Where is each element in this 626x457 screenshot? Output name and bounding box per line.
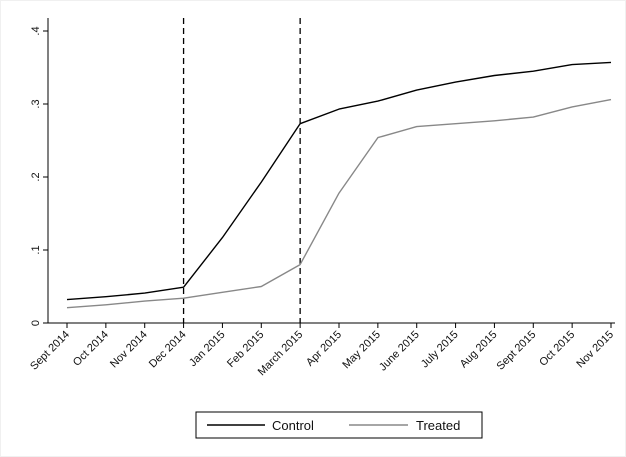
y-tick-label: 0	[30, 320, 42, 326]
x-tick-label: Sept 2014	[28, 329, 72, 373]
x-tick-label: June 2015	[377, 329, 422, 374]
x-tick-label: Sept 2015	[494, 329, 538, 373]
x-tick-label: Jan 2015	[187, 329, 227, 369]
event-lines	[182, 18, 301, 323]
y-tick-labels: 0 .1 .2 .3 .4	[30, 26, 42, 326]
x-tick-label: Nov 2015	[574, 329, 616, 371]
x-tick-label: Oct 2015	[537, 329, 577, 369]
x-tick-label: Nov 2014	[108, 329, 150, 371]
y-tick-label: .4	[30, 26, 42, 35]
series-lines	[66, 61, 612, 309]
y-tick-label: .3	[30, 99, 42, 108]
series-line-control	[66, 61, 612, 301]
y-tick-label: .1	[30, 245, 42, 254]
legend-label-treated: Treated	[416, 418, 460, 433]
x-tick-label: July 2015	[419, 329, 461, 371]
legend: Control Treated	[195, 411, 483, 439]
x-tick-label: Oct 2014	[71, 329, 111, 369]
x-tick-label: Feb 2015	[225, 329, 266, 370]
x-tick-label: Dec 2014	[147, 329, 189, 371]
x-tick-label: Apr 2015	[304, 329, 344, 369]
legend-label-control: Control	[272, 418, 314, 433]
series-line-treated	[66, 98, 612, 309]
y-tick-label: .2	[30, 172, 42, 181]
